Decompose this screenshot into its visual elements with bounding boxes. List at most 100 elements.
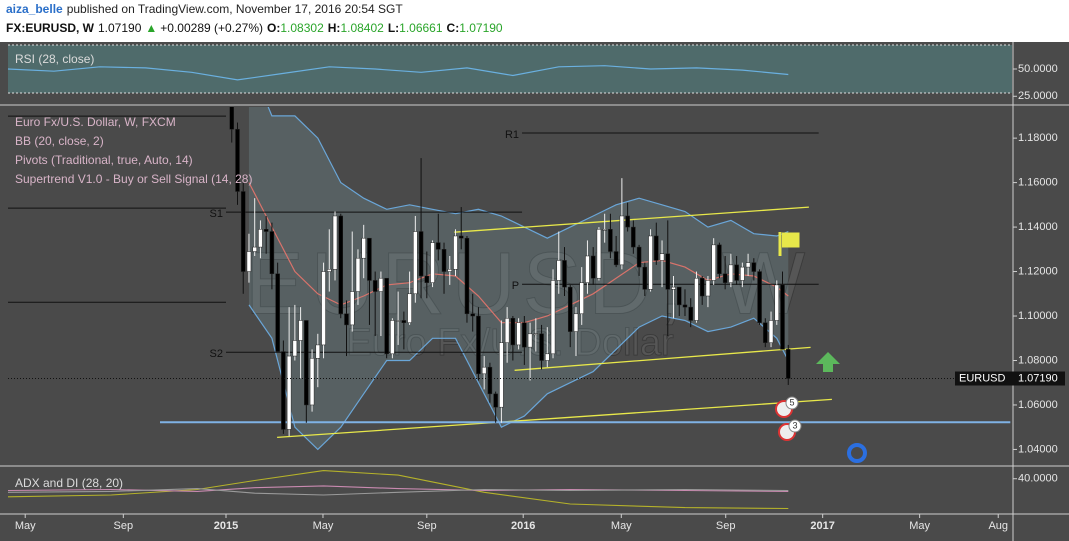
candle-body: [275, 273, 280, 352]
y-tick-label: 1.10000: [1018, 310, 1058, 322]
trendline: [514, 346, 811, 371]
rsi-tick-label: 25.0000: [1018, 90, 1058, 102]
ohlc-value: 1.08402: [340, 21, 384, 35]
flag-icon: [778, 232, 800, 256]
header-line: FX:EURUSD, W 1.07190 ▲ +0.00289 (+0.27%) O:1…: [6, 21, 503, 35]
x-tick-label: May: [313, 520, 334, 532]
candle-body: [676, 286, 682, 306]
candle-body: [527, 333, 533, 348]
candle-body: [579, 282, 584, 315]
chart-bg: [0, 42, 1069, 541]
candle-body: [659, 253, 665, 261]
candle-body: [631, 226, 636, 248]
ohlc-label: C:: [447, 21, 460, 35]
candle-body: [338, 215, 344, 315]
candle-body: [378, 277, 384, 292]
candle-body: [499, 342, 504, 408]
legend-entry: BB (20, close, 2): [15, 134, 104, 148]
candle-body: [533, 333, 539, 336]
candle-body: [458, 235, 464, 239]
candle-body: [361, 237, 366, 259]
candle-body: [573, 313, 579, 332]
pivot-label: R1: [505, 129, 519, 141]
candle-body: [596, 229, 602, 279]
buy-arrow: [816, 352, 840, 372]
bb-lower: [248, 304, 789, 451]
candle-body: [717, 244, 722, 275]
candle-body: [292, 340, 298, 357]
candle-body: [774, 284, 780, 321]
candle-body: [648, 235, 653, 290]
candle-body: [786, 349, 791, 379]
y-tick-label: 1.14000: [1018, 221, 1058, 233]
candle-body: [493, 393, 498, 408]
pivot-label: S2: [210, 348, 223, 360]
trendline: [454, 206, 809, 233]
candle-body: [671, 286, 676, 290]
candle-body: [556, 260, 562, 281]
candle-body: [401, 320, 407, 323]
candle-body: [281, 351, 286, 430]
header-line: aiza_belle published on TradingView.com, …: [6, 2, 403, 16]
x-tick-label: Sep: [716, 520, 736, 532]
candle-body: [246, 251, 252, 272]
change: +0.00289 (+0.27%): [160, 21, 263, 35]
candle-body: [682, 304, 688, 308]
candle-body: [619, 215, 625, 266]
candle-body: [263, 229, 269, 232]
rsi-tick-label: 50.0000: [1018, 63, 1058, 75]
candle-body: [476, 315, 481, 375]
x-tick-label: 2016: [511, 520, 535, 532]
x-tick-label: Sep: [114, 520, 134, 532]
candle-body: [447, 269, 453, 272]
candle-body: [453, 235, 458, 270]
x-tick-label: Aug: [988, 520, 1008, 532]
candle-body: [298, 320, 303, 341]
published: published on TradingView.com, November 1…: [67, 2, 404, 16]
price-tag: [955, 371, 1065, 386]
adx-line: [7, 470, 789, 510]
candle-body: [235, 128, 240, 192]
candle-body: [481, 366, 487, 375]
candle-body: [567, 286, 573, 332]
candle-body: [705, 280, 711, 297]
y-tick-label: 1.18000: [1018, 132, 1058, 144]
candle-body: [315, 344, 321, 359]
candle-body: [522, 322, 527, 348]
symbol: FX:EURUSD, W: [6, 21, 95, 35]
candle-body: [504, 317, 510, 343]
y-tick-label: 1.04000: [1018, 443, 1058, 455]
candle-body: [608, 229, 613, 252]
event-count-label: 5: [789, 397, 794, 407]
x-tick-label: Sep: [417, 520, 437, 532]
y-tick-label: 1.08000: [1018, 354, 1058, 366]
adx-label: ADX and DI (28, 20): [15, 476, 123, 490]
candle-body: [510, 317, 516, 346]
candle-body: [413, 231, 418, 295]
candle-body: [441, 249, 447, 272]
legend-entry: Supertrend V1.0 - Buy or Sell Signal (14…: [15, 172, 252, 186]
candle-body: [602, 229, 607, 231]
x-tick-label: 2015: [214, 520, 238, 532]
ohlc-value: 1.08302: [280, 21, 324, 35]
candle-body: [516, 322, 521, 346]
ohlc-value: 1.07190: [459, 21, 503, 35]
candle-body: [269, 231, 275, 275]
candle-body: [740, 266, 745, 281]
candle-body: [613, 251, 619, 266]
rsi-line: [7, 65, 789, 81]
candle-body: [390, 320, 395, 355]
candle-body: [430, 242, 435, 283]
candle-body: [625, 215, 630, 228]
candle-body: [562, 260, 567, 288]
user: aiza_belle: [6, 2, 63, 16]
ohlc-label: L:: [388, 21, 399, 35]
legend-entry: Pivots (Traditional, true, Auto, 14): [15, 153, 193, 167]
event-count: [785, 396, 799, 410]
candle-body: [464, 237, 470, 315]
candle-body: [768, 320, 774, 343]
y-tick-label: 1.16000: [1018, 177, 1058, 189]
candle-body: [722, 273, 728, 283]
candle-body: [780, 284, 785, 350]
pivot-label: S1: [210, 208, 223, 220]
